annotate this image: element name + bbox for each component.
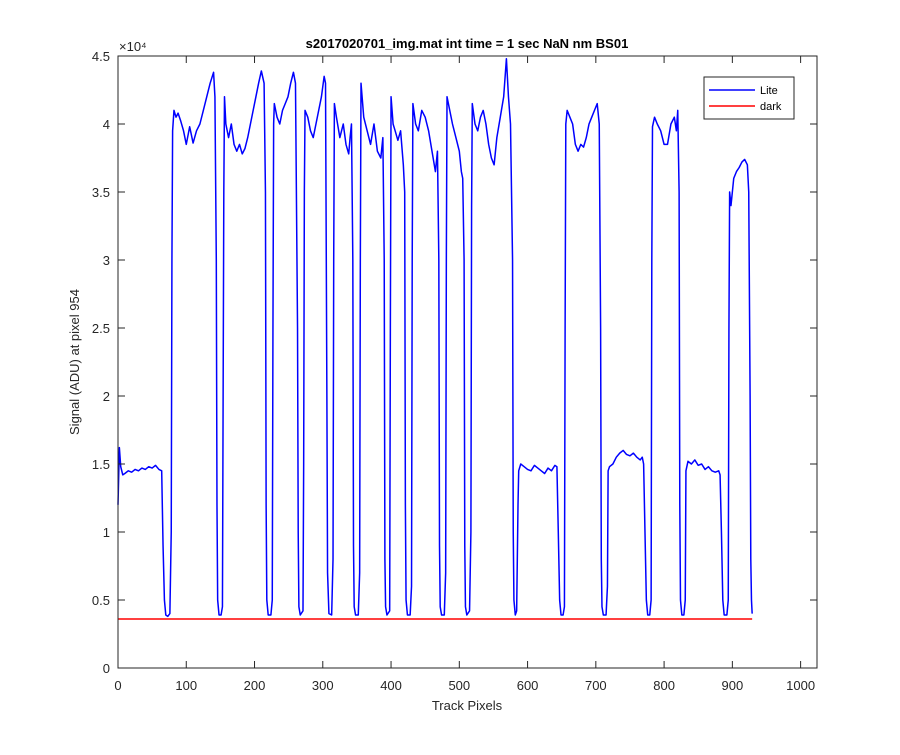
y-exponent-label: ×10⁴	[119, 39, 147, 54]
axes-box	[117, 55, 818, 669]
x-tick-label: 200	[244, 678, 266, 693]
x-tick-label: 400	[380, 678, 402, 693]
x-axis-title: Track Pixels	[432, 698, 503, 713]
y-tick-label: 2.5	[92, 321, 110, 336]
y-tick-label: 0.5	[92, 593, 110, 608]
series-line-lite	[117, 57, 753, 618]
y-tick-label: 1.5	[92, 457, 110, 472]
x-tick-label: 300	[312, 678, 334, 693]
x-tick-label: 800	[653, 678, 675, 693]
x-tick-label: 600	[517, 678, 539, 693]
y-tick-label: 4.5	[92, 49, 110, 64]
y-tick-label: 4	[103, 117, 110, 132]
legend-label-lite: Lite	[760, 85, 778, 97]
x-tick-label: 1000	[786, 678, 815, 693]
plot-area	[118, 56, 817, 668]
x-axis-ticks: 0 100 200 300 400 500 600 700 800 900 1000	[114, 56, 815, 693]
y-tick-label: 2	[103, 389, 110, 404]
chart-title: s2017020701_img.mat int time = 1 sec NaN…	[306, 36, 629, 51]
x-tick-label: 100	[175, 678, 197, 693]
x-tick-label: 900	[722, 678, 744, 693]
legend: Lite dark	[703, 76, 795, 120]
legend-box	[703, 76, 795, 120]
y-tick-label: 3.5	[92, 185, 110, 200]
x-tick-label: 500	[448, 678, 470, 693]
x-tick-label: 700	[585, 678, 607, 693]
y-tick-label: 1	[103, 525, 110, 540]
legend-label-dark: dark	[760, 101, 782, 113]
y-axis-title: Signal (ADU) at pixel 954	[67, 289, 82, 435]
y-tick-label: 0	[103, 661, 110, 676]
x-tick-label: 0	[114, 678, 121, 693]
y-tick-label: 3	[103, 253, 110, 268]
y-axis-ticks: 0 0.5 1 1.5 2 2.5 3 3.5 4 4.5	[92, 49, 817, 676]
series-layer	[117, 57, 753, 620]
